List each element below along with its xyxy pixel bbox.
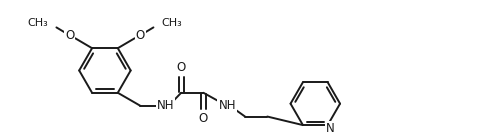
- Text: N: N: [326, 122, 335, 135]
- Text: NH: NH: [156, 99, 174, 112]
- Text: CH₃: CH₃: [28, 18, 49, 28]
- Text: O: O: [199, 112, 208, 125]
- Text: O: O: [135, 29, 145, 42]
- Text: CH₃: CH₃: [161, 18, 182, 28]
- Text: NH: NH: [218, 99, 236, 112]
- Text: O: O: [65, 29, 74, 42]
- Text: O: O: [176, 61, 185, 74]
